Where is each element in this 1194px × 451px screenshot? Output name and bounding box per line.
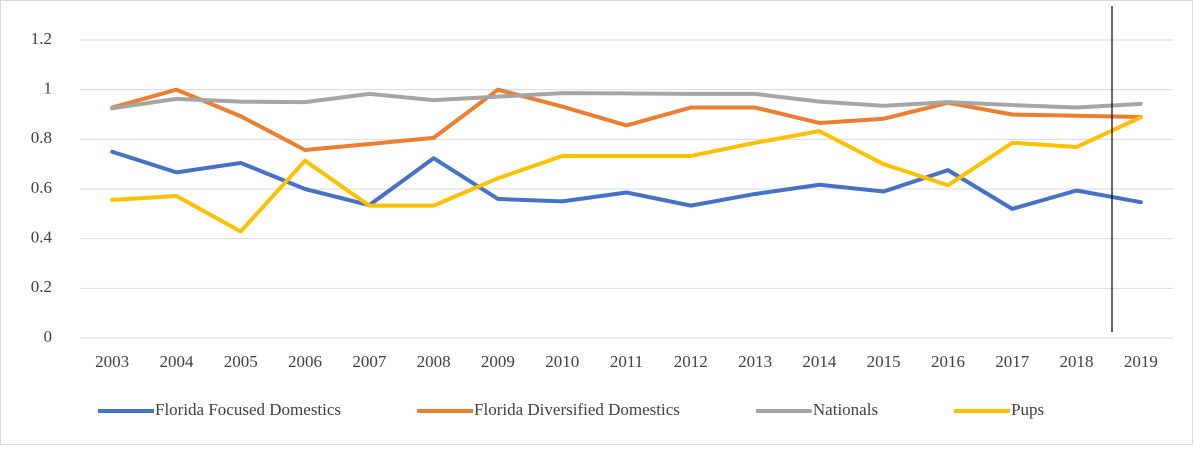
x-tick-label: 2010 bbox=[545, 352, 579, 371]
series-line bbox=[110, 149, 1143, 211]
y-tick-label: 0.4 bbox=[31, 228, 53, 247]
legend-label: Florida Diversified Domestics bbox=[474, 400, 680, 419]
x-tick-label: 2014 bbox=[802, 352, 837, 371]
x-tick-label: 2005 bbox=[224, 352, 258, 371]
x-tick-label: 2012 bbox=[674, 352, 708, 371]
x-tick-label: 2017 bbox=[995, 352, 1030, 371]
x-tick-label: 2008 bbox=[417, 352, 451, 371]
x-tick-label: 2006 bbox=[288, 352, 322, 371]
x-tick-label: 2013 bbox=[738, 352, 772, 371]
legend-label: Nationals bbox=[813, 400, 878, 419]
x-tick-label: 2015 bbox=[867, 352, 901, 371]
x-tick-label: 2003 bbox=[95, 352, 129, 371]
x-tick-label: 2004 bbox=[159, 352, 194, 371]
y-tick-label: 0.8 bbox=[31, 128, 52, 147]
x-tick-label: 2011 bbox=[610, 352, 643, 371]
plot-area: 0 0.2 0.4 0.6 0.8 1 1.2 2003 2004 2005 2006 2007 200… bbox=[31, 29, 1173, 419]
y-tick-label: 0.6 bbox=[31, 178, 52, 197]
series-line bbox=[110, 115, 1143, 234]
x-tick-label: 2019 bbox=[1124, 352, 1158, 371]
x-tick-label: 2007 bbox=[352, 352, 387, 371]
y-tick-label: 1 bbox=[44, 79, 53, 98]
y-tick-label: 1.2 bbox=[31, 29, 52, 48]
y-tick-label: 0.2 bbox=[31, 277, 52, 296]
x-tick-label: 2009 bbox=[481, 352, 515, 371]
x-tick-label: 2018 bbox=[1060, 352, 1094, 371]
legend-label: Florida Focused Domestics bbox=[155, 400, 341, 419]
series-line bbox=[110, 87, 1143, 153]
legend-label: Pups bbox=[1011, 400, 1044, 419]
y-tick-label: 0 bbox=[44, 327, 53, 346]
x-tick-label: 2016 bbox=[931, 352, 965, 371]
series-line bbox=[110, 91, 1143, 111]
